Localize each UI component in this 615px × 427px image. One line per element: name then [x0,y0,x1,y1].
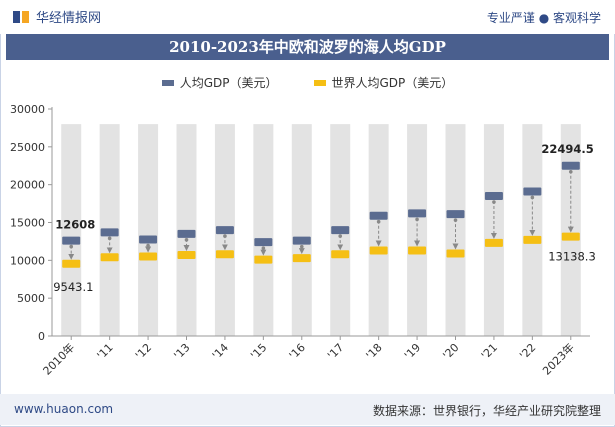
gdp-per-capita-marker [177,229,196,238]
y-tick-label: 5000 [17,292,45,305]
x-tick-label: '15 [248,341,269,362]
y-tick-label: 10000 [10,254,45,267]
arrow-start-dot [415,217,419,222]
brand-logo-icon [13,10,29,23]
arrow-start-dot [530,195,535,200]
arrow-start-dot [299,244,304,249]
year-band [522,124,543,336]
x-tick-label: '16 [287,341,308,362]
world-gdp-marker [408,246,427,255]
arrow-start-dot [107,236,112,241]
year-band [483,124,504,336]
footer: www.huaon.com 数据来源：世界银行，华经产业研究院整理 [0,394,615,425]
year-band [61,124,82,336]
gdp-per-capita-marker [408,209,427,218]
chart-svg: 0 5000 10000 15000 20000 25000 30000 2010年 '11 '1… [10,103,596,378]
world-gdp-marker [139,252,158,261]
world-gdp-marker [369,246,388,255]
arrow-start-dot [146,243,150,248]
x-tick-label: '22 [517,341,538,362]
chart-legend: 人均GDP（美元） 世界人均GDP（美元） [0,74,615,91]
year-band [368,124,389,336]
x-tick-label: '17 [325,341,346,362]
x-tick-label: '18 [364,341,385,362]
gdp-per-capita-marker [523,187,542,196]
x-tick-label: '13 [171,341,192,362]
y-tick-label: 25000 [10,141,45,154]
gdp-per-capita-marker [484,192,503,201]
data-label-last-world: 13138.3 [548,250,596,264]
world-gdp-marker [484,238,503,247]
year-band [560,124,581,336]
x-tick-label: '19 [402,341,423,362]
world-gdp-marker [331,250,350,259]
legend-swatch-gdp [161,79,174,86]
gdp-per-capita-marker [292,236,311,245]
data-label-last-gdp: 22494.5 [541,142,593,156]
world-gdp-marker [215,250,234,259]
footer-source: 数据来源：世界银行，华经产业研究院整理 [372,404,601,418]
top-bar: 华经情报网 专业严谨 ● 客观科学 [0,0,615,34]
footer-url[interactable]: www.huaon.com [14,402,114,416]
world-gdp-marker [100,253,119,262]
legend-label-world: 世界人均GDP（美元） [331,76,454,90]
world-gdp-marker [62,259,81,268]
legend-item-world-gdp[interactable]: 世界人均GDP（美元） [313,74,454,91]
gdp-per-capita-marker [331,226,350,235]
gdp-per-capita-marker [139,235,158,244]
data-label-first-gdp: 12608 [55,218,95,232]
arrow-start-dot [453,218,458,222]
gdp-per-capita-marker [62,236,81,245]
x-tick-label: '14 [210,341,231,362]
arrow-start-dot [184,238,189,242]
legend-label-gdp: 人均GDP（美元） [179,76,278,90]
world-gdp-marker [561,232,580,241]
legend-item-gdp-per-capita[interactable]: 人均GDP（美元） [161,74,278,91]
gdp-per-capita-marker [215,226,234,235]
x-tick-label: '21 [479,341,500,362]
world-gdp-marker [292,254,311,263]
gdp-per-capita-marker [100,228,119,237]
arrow-start-dot [261,246,266,250]
world-gdp-marker [254,255,273,264]
arrow-start-dot [223,234,227,238]
tagline: 专业严谨 ● 客观科学 [486,11,601,25]
world-gdp-marker [446,249,465,258]
year-band [138,124,159,336]
arrow-start-dot [376,219,381,224]
x-tick-label: 2010年 [40,340,77,377]
x-tick-label: '11 [95,341,116,362]
arrow-start-dot [492,200,496,204]
arrow-start-dot [338,234,343,238]
gdp-per-capita-marker [254,238,273,247]
y-tick-label: 20000 [10,179,45,192]
gdp-per-capita-marker [446,210,465,219]
brand-name: 华经情报网 [36,11,102,26]
world-gdp-marker [177,251,196,260]
gdp-per-capita-marker [561,161,580,170]
gdp-per-capita-marker [369,211,388,220]
legend-swatch-world [313,79,326,86]
world-gdp-marker [523,235,542,244]
y-tick-label: 0 [38,330,45,343]
chart-title: 2010-2023年中欧和波罗的海人均GDP [6,34,609,60]
year-band [253,124,274,336]
x-tick-label: '12 [133,341,154,362]
x-tick-label: 2023年 [539,340,576,377]
arrow-start-dot [568,169,573,174]
arrow-start-dot [69,244,74,249]
brand[interactable]: 华经情报网 [12,7,101,26]
y-tick-label: 30000 [10,103,45,116]
x-tick-label: '20 [440,341,461,362]
data-label-first-world: 9543.1 [53,280,93,294]
y-tick-label: 15000 [10,217,45,230]
year-band [291,124,312,336]
